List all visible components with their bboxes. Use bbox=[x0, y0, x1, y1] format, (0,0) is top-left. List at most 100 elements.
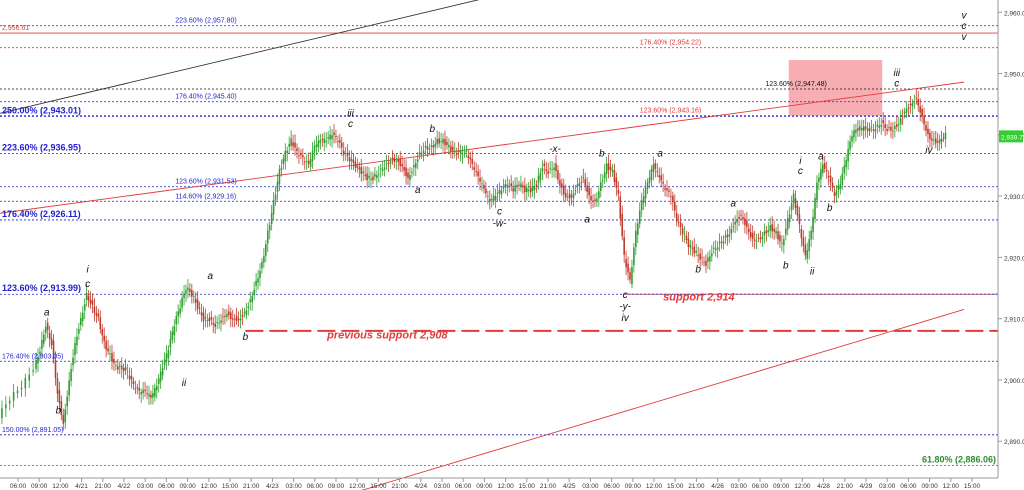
level-label: 176.40% (2,945.40) bbox=[175, 94, 237, 101]
price-candle-body bbox=[761, 236, 764, 240]
price-candle-body bbox=[777, 231, 779, 240]
price-candle-body bbox=[888, 127, 890, 129]
price-candle-body bbox=[43, 334, 45, 344]
price-candle-body bbox=[284, 150, 287, 162]
price-candle-body bbox=[864, 126, 867, 129]
price-candle-body bbox=[370, 178, 372, 181]
price-candle-body bbox=[574, 190, 577, 192]
price-candle-body bbox=[136, 387, 139, 389]
x-tick-label: 4/29 bbox=[860, 483, 873, 490]
price-candle-body bbox=[890, 126, 892, 131]
price-candle-body bbox=[177, 311, 179, 317]
wave-label: ii bbox=[810, 267, 815, 278]
price-candle-body bbox=[233, 319, 236, 320]
price-candle-body bbox=[494, 196, 497, 201]
price-candle-body bbox=[675, 213, 678, 222]
price-candle-body bbox=[640, 200, 643, 211]
price-candle-body bbox=[687, 239, 690, 247]
price-candle-body bbox=[220, 320, 222, 323]
wave-label: c bbox=[962, 21, 967, 32]
price-candle-body bbox=[64, 409, 67, 423]
wave-label: c bbox=[85, 279, 90, 290]
price-candle-body bbox=[422, 150, 425, 154]
last-price-label: 2,939.75 bbox=[1001, 134, 1024, 141]
price-candle-body bbox=[194, 298, 197, 303]
price-candle-body bbox=[662, 181, 664, 184]
price-candle-body bbox=[68, 380, 70, 396]
price-candle-body bbox=[808, 239, 810, 252]
level-label: 250.00% (2,943.01) bbox=[2, 105, 81, 115]
level-label: 114.60% (2,929.16) bbox=[175, 193, 236, 200]
x-tick-label: 12:00 bbox=[52, 483, 69, 490]
price-candle-body bbox=[812, 216, 814, 233]
price-candle-body bbox=[28, 374, 31, 381]
price-candle-body bbox=[444, 138, 446, 146]
price-candle-body bbox=[70, 369, 72, 381]
price-candle-body bbox=[561, 183, 563, 188]
price-candle-body bbox=[78, 328, 80, 334]
level-label: 123.60% (2,931.53) bbox=[175, 179, 237, 186]
price-candle-body bbox=[226, 313, 228, 317]
x-tick-label: 09:00 bbox=[921, 483, 938, 490]
price-candle-body bbox=[358, 167, 361, 170]
price-candle-body bbox=[8, 400, 11, 404]
price-candle-body bbox=[921, 108, 923, 117]
price-candle-body bbox=[115, 365, 117, 367]
price-candle-body bbox=[903, 111, 906, 114]
price-candle-body bbox=[506, 184, 509, 188]
price-candle-body bbox=[12, 392, 15, 401]
price-candle-body bbox=[461, 154, 464, 156]
price-candle-body bbox=[265, 243, 267, 256]
wave-label: v bbox=[962, 10, 968, 21]
y-tick-label: 2,920.00 bbox=[1004, 255, 1024, 262]
price-candle-body bbox=[294, 142, 296, 148]
price-candle-body bbox=[714, 248, 717, 250]
wave-label: -x- bbox=[549, 144, 561, 155]
price-candle-body bbox=[183, 293, 185, 298]
price-candle-body bbox=[648, 177, 651, 183]
price-candle-body bbox=[387, 163, 390, 164]
price-candle-body bbox=[917, 98, 920, 106]
price-candle-body bbox=[130, 375, 133, 381]
x-tick-label: 09:00 bbox=[31, 483, 48, 490]
price-candle-body bbox=[551, 169, 553, 171]
price-candle-body bbox=[771, 224, 773, 232]
price-candle-body bbox=[512, 188, 514, 192]
price-candle-body bbox=[473, 167, 476, 170]
price-candle-body bbox=[436, 138, 439, 145]
x-tick-label: 15:00 bbox=[222, 483, 239, 490]
x-tick-label: 06:00 bbox=[603, 483, 620, 490]
annotations-layer: support 2,914 previous support 2,908 bbox=[326, 291, 734, 341]
price-candle-body bbox=[625, 259, 627, 268]
price-candle-body bbox=[333, 132, 335, 135]
price-candle-body bbox=[257, 278, 259, 283]
price-candle-body bbox=[52, 340, 55, 360]
price-candle-body bbox=[654, 163, 657, 169]
price-candle-body bbox=[97, 313, 100, 317]
price-candle-body bbox=[37, 356, 39, 364]
price-candle-body bbox=[103, 335, 105, 341]
level-lines-layer bbox=[0, 25, 998, 466]
target-zone bbox=[788, 60, 883, 116]
price-candle-body bbox=[814, 197, 816, 219]
level-label: 61.80% (2,886.06) bbox=[922, 454, 996, 464]
price-candle-body bbox=[940, 139, 943, 142]
price-candle-body bbox=[658, 175, 661, 178]
price-candle-body bbox=[241, 314, 244, 317]
price-candle-body bbox=[229, 312, 232, 320]
price-candle-body bbox=[907, 107, 910, 109]
price-candle-body bbox=[446, 141, 448, 145]
price-candle-body bbox=[568, 193, 571, 199]
price-candle-body bbox=[695, 250, 698, 253]
price-candle-body bbox=[553, 167, 555, 170]
price-candle-body bbox=[245, 310, 248, 315]
last-price-marker: 2,939.75 bbox=[999, 130, 1024, 143]
price-candle-body bbox=[282, 158, 285, 164]
x-tick-label: 12:00 bbox=[349, 483, 366, 490]
price-candle-body bbox=[325, 140, 328, 143]
price-candle-body bbox=[487, 195, 489, 197]
price-candle-body bbox=[163, 359, 166, 366]
price-candle-body bbox=[35, 359, 37, 369]
price-candle-body bbox=[224, 315, 226, 317]
